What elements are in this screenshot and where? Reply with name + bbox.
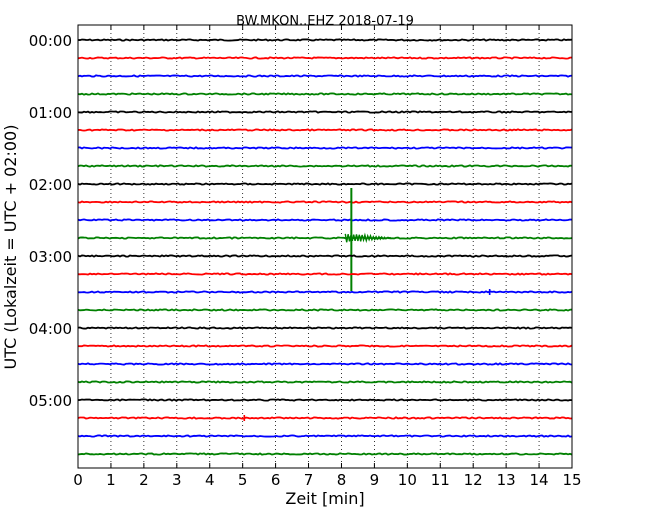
trace-line (77, 326, 573, 330)
y-tick-label: 04:00 (29, 320, 72, 338)
y-axis: 00:00 01:00 02:00 03:00 04:00 05:00 (29, 32, 572, 410)
trace-line (77, 308, 573, 312)
plot-frame (77, 24, 573, 469)
y-tick-label: 01:00 (29, 104, 72, 122)
x-tick-label: 0 (73, 471, 83, 489)
trace-line (77, 416, 573, 420)
trace-line (77, 128, 573, 132)
trace-line (77, 74, 573, 78)
x-tick-label: 1 (106, 471, 116, 489)
trace-line (77, 146, 573, 150)
y-tick-label: 03:00 (29, 248, 72, 266)
seismic-traces (77, 38, 573, 456)
x-tick-label: 11 (431, 471, 450, 489)
x-tick-label: 2 (139, 471, 149, 489)
trace-line (77, 110, 573, 114)
event-coda (344, 232, 392, 244)
trace-line (77, 362, 573, 366)
trace-line (77, 452, 573, 456)
trace-line (77, 56, 573, 60)
x-axis: 0 1 2 3 4 5 6 7 8 9 10 11 12 13 14 15 (73, 25, 582, 489)
x-tick-label: 13 (497, 471, 516, 489)
trace-line (77, 218, 573, 222)
trace-line (77, 434, 573, 438)
x-tick-label: 15 (562, 471, 581, 489)
trace-line (77, 272, 573, 276)
x-tick-label: 9 (370, 471, 380, 489)
x-tick-label: 7 (304, 471, 314, 489)
trace-line (77, 182, 573, 186)
x-tick-label: 8 (337, 471, 347, 489)
trace-line (77, 236, 573, 240)
trace-line (77, 254, 573, 258)
chart-title: BW.MKON..EHZ 2018-07-19 (236, 14, 414, 29)
x-tick-label: 5 (238, 471, 248, 489)
x-tick-label: 12 (464, 471, 483, 489)
y-axis-label: UTC (Lokalzeit = UTC + 02:00) (1, 125, 20, 370)
trace-line (77, 398, 573, 402)
trace-line (77, 164, 573, 168)
x-tick-label: 3 (172, 471, 182, 489)
trace-line (77, 38, 573, 42)
x-tick-label: 4 (205, 471, 215, 489)
x-tick-label: 14 (530, 471, 549, 489)
x-tick-label: 6 (271, 471, 281, 489)
y-tick-label: 05:00 (29, 392, 72, 410)
x-tick-label: 10 (398, 471, 417, 489)
trace-line (77, 344, 573, 348)
y-tick-label: 02:00 (29, 176, 72, 194)
y-tick-label: 00:00 (29, 32, 72, 50)
grid-lines (110, 25, 540, 468)
trace-line (77, 200, 573, 204)
trace-line (77, 380, 573, 384)
trace-line (78, 290, 573, 294)
trace-line (77, 92, 573, 96)
x-axis-label: Zeit [min] (285, 489, 364, 508)
